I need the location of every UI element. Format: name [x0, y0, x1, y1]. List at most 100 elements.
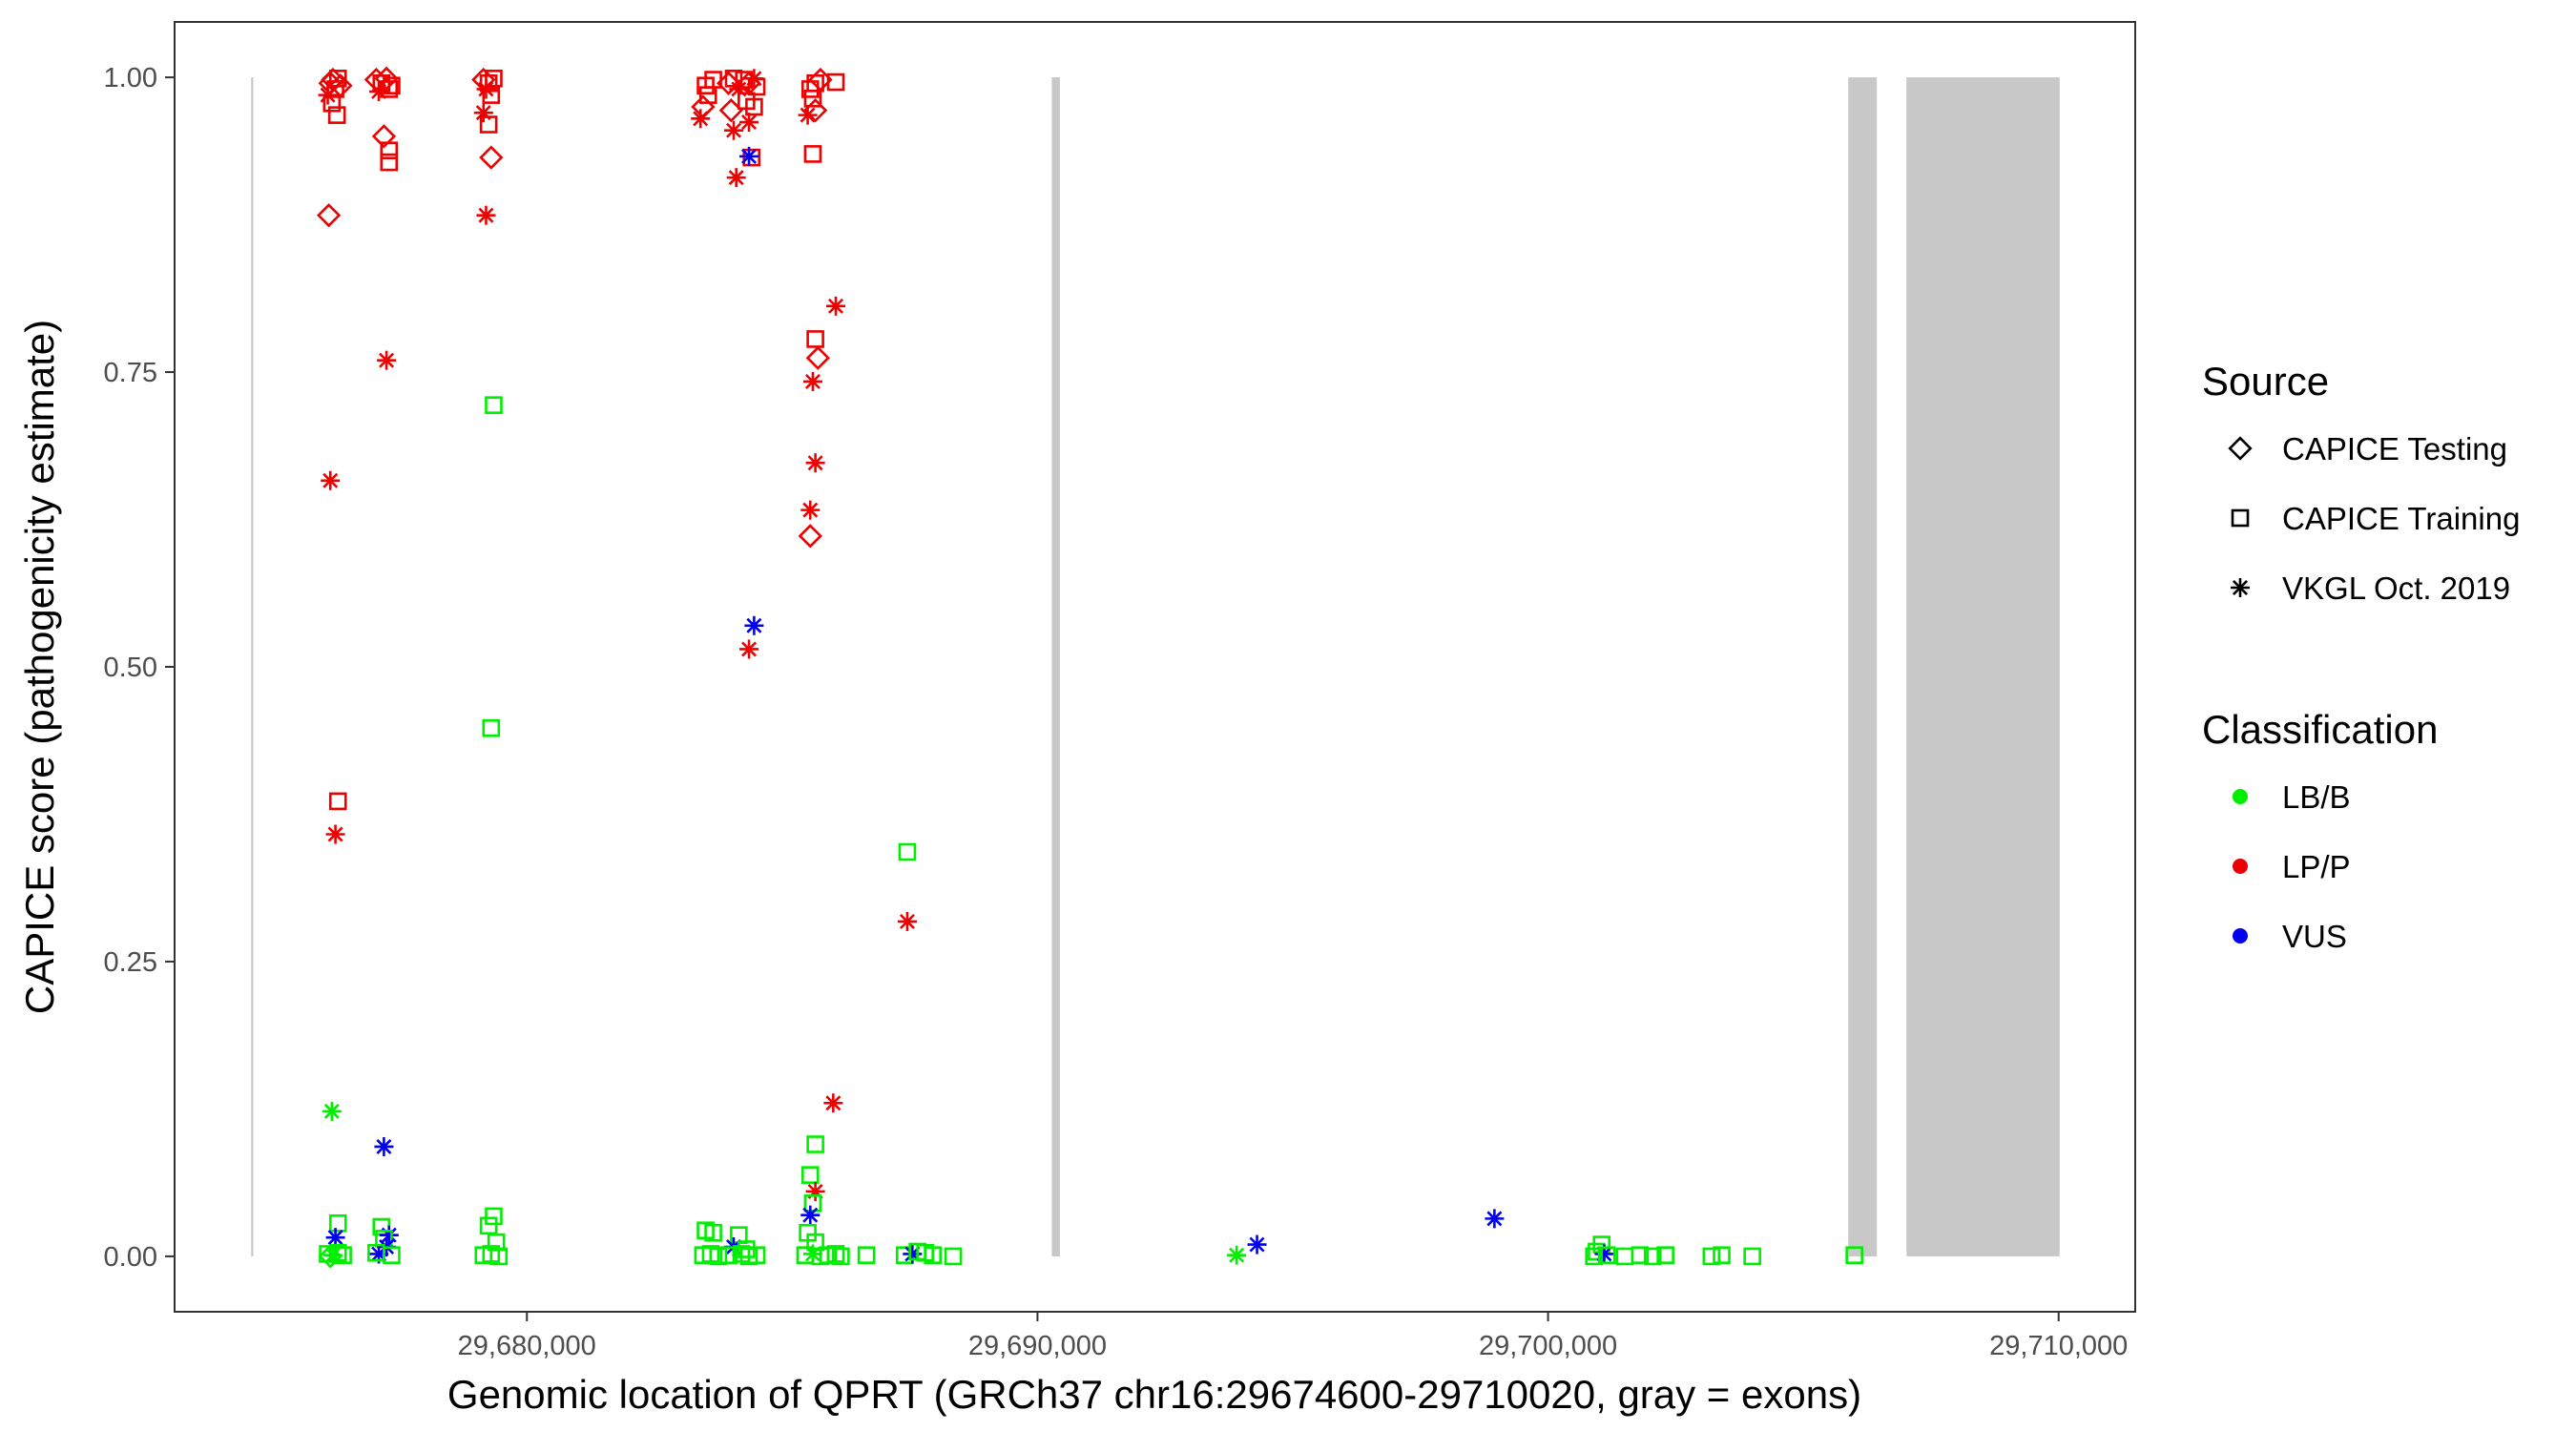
data-point-74: [739, 146, 759, 166]
data-point-14: [328, 1214, 347, 1233]
data-point-13: [322, 1101, 342, 1121]
x-tick-label-2: 29,690,000: [968, 1331, 1107, 1361]
y-axis: 0.00 0.25 0.50 0.75 1.00 CAPICE score (patho…: [17, 63, 175, 1273]
data-point-93: [826, 73, 845, 92]
data-points: [316, 66, 1863, 1269]
data-point-110: [800, 1205, 821, 1225]
data-point-47: [476, 205, 496, 225]
exon-band-4: [1906, 77, 2060, 1256]
data-point-12: [325, 824, 345, 844]
data-point-119: [857, 1246, 876, 1264]
data-point-45: [479, 115, 498, 134]
data-point-4: [328, 70, 347, 88]
data-point-38: [367, 1243, 385, 1262]
data-point-98: [826, 296, 846, 316]
data-point-48: [485, 396, 503, 414]
data-point-99: [806, 330, 824, 348]
data-point-105: [823, 1093, 843, 1113]
data-point-51: [479, 1216, 498, 1235]
data-point-139: [1656, 1246, 1674, 1264]
data-point-120: [898, 842, 917, 861]
square-symbol-icon: [2231, 508, 2250, 528]
data-point-137: [1631, 1246, 1650, 1264]
data-point-85: [709, 1247, 728, 1266]
data-point-135: [1585, 1247, 1604, 1266]
x-tick-label-1: 29,680,000: [458, 1331, 596, 1361]
data-point-29: [380, 153, 399, 172]
data-point-128: [1227, 1245, 1247, 1265]
asterisk-symbol-icon: [2231, 578, 2250, 597]
data-point-41: [485, 70, 503, 88]
y-tick-label-2: 0.25: [104, 947, 157, 978]
y-axis-ticks: 0.00 0.25 0.50 0.75 1.00: [104, 63, 175, 1273]
data-point-42: [476, 79, 496, 99]
data-point-143: [1845, 1246, 1863, 1264]
data-point-75: [726, 168, 746, 188]
data-point-46: [479, 145, 504, 170]
data-point-142: [1743, 1247, 1761, 1266]
exon-band-1: [251, 77, 254, 1256]
data-point-94: [803, 90, 822, 108]
data-point-72: [739, 113, 759, 133]
data-point-96: [802, 98, 828, 123]
data-point-11: [328, 792, 347, 811]
data-point-101: [802, 371, 822, 391]
x-axis: 29,680,000 29,690,000 29,700,000 29,710,000…: [447, 1312, 2128, 1417]
data-point-108: [805, 1181, 825, 1201]
legend-source-label: CAPICE Testing: [2282, 431, 2507, 467]
data-point-102: [805, 453, 825, 473]
data-point-62: [724, 70, 743, 88]
legend-classification-items: LB/B LP/P VUS: [2233, 779, 2351, 954]
data-point-8: [327, 106, 346, 124]
data-point-28: [380, 141, 399, 160]
data-point-107: [800, 1166, 820, 1184]
legend-source-item: CAPICE Testing: [2228, 431, 2507, 467]
color-dot-icon: [2233, 789, 2248, 804]
data-point-121: [897, 911, 917, 931]
legend-source-items: CAPICE Testing CAPICE Training VKGL Oct. 2…: [2228, 431, 2520, 606]
exon-bands: [251, 77, 2060, 1256]
data-point-77: [739, 639, 759, 659]
data-point-76: [744, 615, 764, 635]
color-dot-icon: [2233, 928, 2248, 944]
x-tick-label-3: 29,700,000: [1479, 1331, 1617, 1361]
legend-classification-label: LB/B: [2282, 779, 2351, 815]
data-point-130: [1485, 1209, 1505, 1229]
data-point-70: [745, 97, 763, 116]
data-point-127: [944, 1247, 963, 1266]
legend-classification-label: VUS: [2282, 919, 2347, 954]
data-point-49: [482, 718, 501, 737]
data-point-100: [805, 345, 830, 370]
data-point-134: [1597, 1246, 1616, 1264]
data-point-27: [371, 124, 397, 149]
data-point-9: [316, 203, 342, 228]
exon-band-2: [1051, 77, 1060, 1256]
legend-classification-item: VUS: [2233, 919, 2347, 954]
legend-source-item: CAPICE Training: [2231, 501, 2520, 536]
exon-band-3: [1848, 77, 1878, 1256]
y-tick-label-1: 0.00: [104, 1242, 157, 1273]
data-point-67: [747, 77, 766, 96]
x-axis-title: Genomic location of QPRT (GRCh37 chr16:2…: [447, 1372, 1861, 1417]
data-point-138: [1643, 1247, 1662, 1266]
data-point-23: [374, 66, 399, 91]
data-point-141: [1713, 1246, 1731, 1264]
data-point-118: [832, 1247, 850, 1266]
data-point-43: [482, 86, 501, 104]
y-tick-label-4: 0.75: [104, 358, 157, 388]
data-point-60: [691, 109, 711, 129]
data-point-97: [803, 145, 822, 163]
diamond-symbol-icon: [2228, 436, 2253, 461]
data-point-117: [826, 1245, 845, 1263]
data-point-44: [473, 103, 493, 123]
data-point-20: [318, 1244, 343, 1269]
legend-classification-label: LP/P: [2282, 849, 2351, 884]
plot-area: [174, 21, 2136, 1313]
legend-source-label: VKGL Oct. 2019: [2282, 570, 2510, 606]
data-point-10: [321, 470, 341, 490]
x-axis-ticks: 29,680,000 29,690,000 29,700,000 29,710,000: [458, 1312, 2128, 1361]
data-point-140: [1702, 1247, 1721, 1266]
legend-classification: Classification LB/B LP/P VUS: [2202, 707, 2438, 954]
data-point-103: [800, 500, 821, 520]
legend-classification-item: LP/P: [2233, 849, 2351, 884]
